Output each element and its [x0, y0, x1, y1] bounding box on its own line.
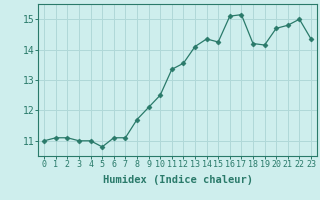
X-axis label: Humidex (Indice chaleur): Humidex (Indice chaleur) — [103, 175, 252, 185]
